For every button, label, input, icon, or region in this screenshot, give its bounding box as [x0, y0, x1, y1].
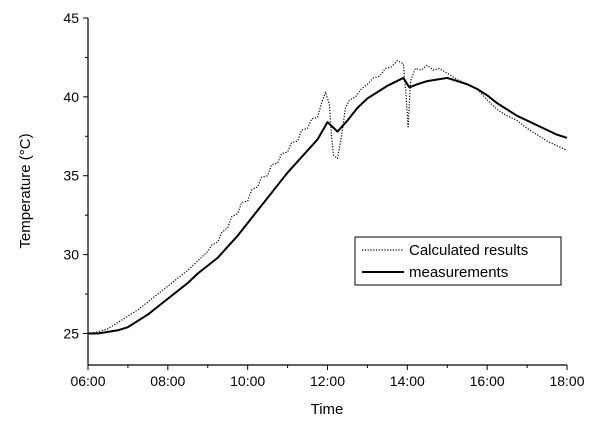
legend-label-calculated-results: Calculated results: [409, 242, 528, 259]
y-tick-label: 35: [63, 168, 79, 184]
legend: Calculated results measurements: [354, 236, 562, 286]
x-tick-label: 06:00: [70, 373, 105, 389]
x-tick-label: 14:00: [390, 373, 425, 389]
x-tick-label: 18:00: [549, 373, 584, 389]
y-axis-title: Temperature (°C): [17, 133, 34, 248]
y-tick-label: 45: [63, 10, 79, 26]
legend-label-measurements: measurements: [409, 264, 508, 281]
y-tick-label: 30: [63, 247, 79, 263]
y-ticks: 25 30 35 40 45: [63, 10, 88, 341]
x-tick-label: 16:00: [470, 373, 505, 389]
series-line-measurements: [88, 76, 568, 335]
series-line-calculated-results: [87, 59, 568, 335]
x-axis-title: Time: [311, 401, 344, 418]
x-tick-label: 10:00: [230, 373, 265, 389]
axes: [87, 18, 567, 366]
x-tick-label: 08:00: [150, 373, 185, 389]
x-ticks: 06:00 08:00 10:00 12:00 14:00 16:00 18:00: [70, 365, 585, 389]
legend-box: [354, 236, 562, 286]
y-tick-label: 25: [63, 325, 79, 341]
y-tick-label: 40: [63, 89, 79, 105]
x-tick-label: 12:00: [310, 373, 345, 389]
series-layer: [87, 59, 568, 335]
